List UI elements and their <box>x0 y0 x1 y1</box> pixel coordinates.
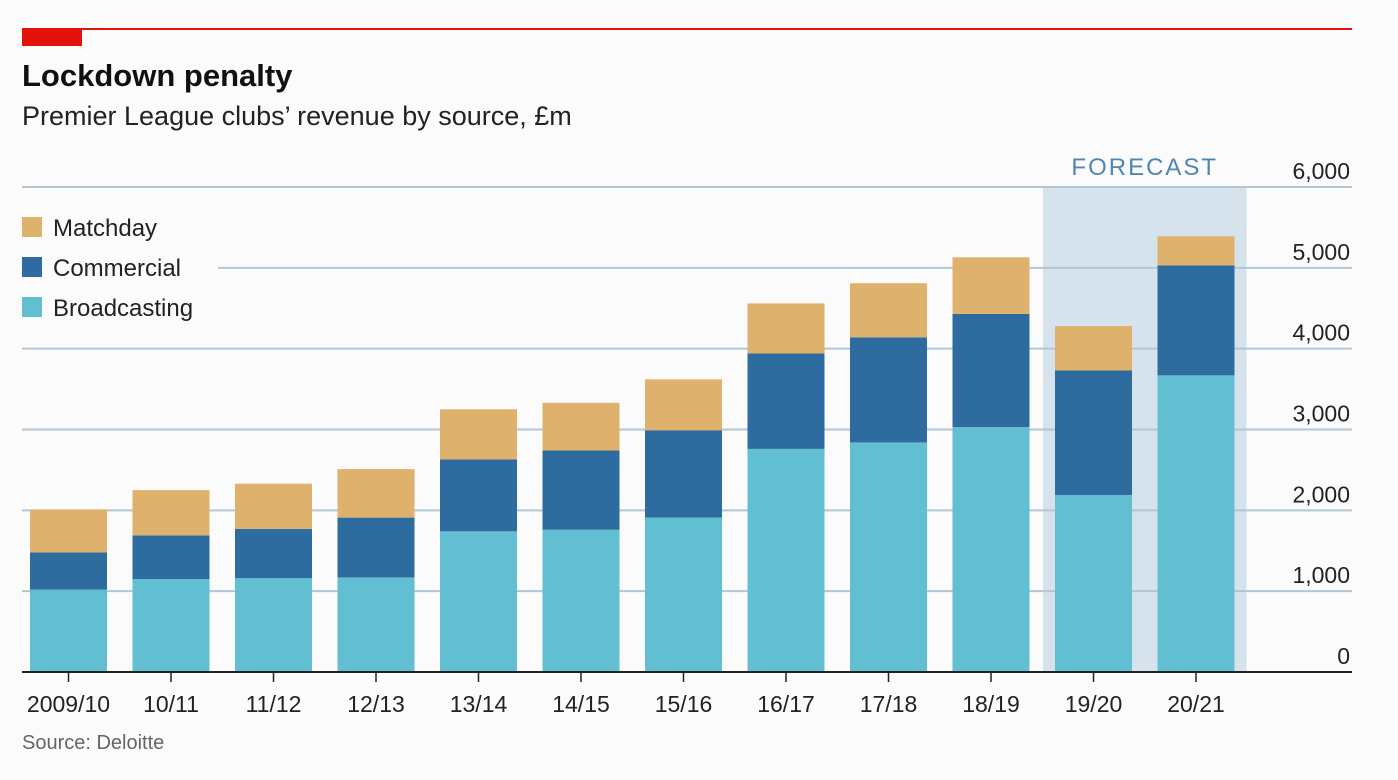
bar-broadcasting <box>542 529 620 672</box>
y-tick-label: 0 <box>1337 643 1350 669</box>
forecast-label: FORECAST <box>1071 154 1218 181</box>
bar-broadcasting <box>1157 375 1235 672</box>
bar-broadcasting <box>337 577 415 672</box>
bar-commercial <box>337 517 415 578</box>
y-tick-label: 3,000 <box>1292 401 1350 427</box>
bar-commercial <box>952 313 1030 428</box>
bar-broadcasting <box>1055 494 1132 672</box>
legend-label-broadcasting: Broadcasting <box>53 295 193 322</box>
x-tick-label: 19/20 <box>1065 691 1123 717</box>
chart-title: Lockdown penalty <box>22 58 293 93</box>
bar-matchday <box>747 303 825 354</box>
bar-matchday <box>337 469 415 518</box>
bar-matchday <box>235 483 312 529</box>
y-tick-label: 6,000 <box>1292 158 1350 184</box>
bar-broadcasting <box>440 531 517 672</box>
brand-tag <box>22 28 82 46</box>
x-tick-label: 18/19 <box>962 691 1020 717</box>
bar-matchday <box>30 509 107 553</box>
x-tick-label: 17/18 <box>860 691 918 717</box>
x-tick-label: 11/12 <box>246 691 302 717</box>
bar-commercial <box>440 459 517 532</box>
top-rule <box>22 28 1352 30</box>
legend-label-matchday: Matchday <box>53 215 157 242</box>
legend-swatch-broadcasting <box>22 297 42 317</box>
x-tick-label: 2009/10 <box>27 691 110 717</box>
bar-matchday <box>1157 236 1235 266</box>
legend-swatch-commercial <box>22 257 42 277</box>
y-tick-label: 2,000 <box>1292 481 1350 507</box>
bar-commercial <box>850 337 927 443</box>
bar-matchday <box>645 379 722 431</box>
bar-broadcasting <box>132 579 210 672</box>
y-tick-label: 4,000 <box>1292 320 1350 346</box>
bar-commercial <box>1157 265 1235 376</box>
bar-matchday <box>952 257 1030 314</box>
bar-broadcasting <box>747 448 825 672</box>
x-tick-label: 15/16 <box>655 691 713 717</box>
x-tick-label: 13/14 <box>450 691 508 717</box>
bar-broadcasting <box>645 517 722 672</box>
bar-broadcasting <box>850 442 927 672</box>
bar-commercial <box>132 535 210 580</box>
x-tick-label: 16/17 <box>757 691 815 717</box>
bar-matchday <box>850 283 927 338</box>
bar-matchday <box>440 409 517 460</box>
bar-broadcasting <box>952 427 1030 672</box>
bar-commercial <box>235 528 312 579</box>
bar-commercial <box>542 450 620 530</box>
bar-matchday <box>542 402 620 451</box>
bar-broadcasting <box>30 589 107 672</box>
bar-commercial <box>30 552 107 590</box>
bar-broadcasting <box>235 578 312 672</box>
source-note: Source: Deloitte <box>22 732 165 754</box>
y-tick-label: 1,000 <box>1292 562 1350 588</box>
bar-commercial <box>645 430 722 518</box>
bar-commercial <box>1055 370 1132 495</box>
bar-commercial <box>747 353 825 449</box>
chart-subtitle: Premier League clubs’ revenue by source,… <box>22 101 572 131</box>
y-tick-label: 5,000 <box>1292 239 1350 265</box>
legend-swatch-matchday <box>22 217 42 237</box>
x-tick-label: 14/15 <box>552 691 610 717</box>
bar-matchday <box>132 490 210 536</box>
bar-matchday <box>1055 326 1132 371</box>
x-tick-label: 10/11 <box>143 691 199 717</box>
x-tick-label: 12/13 <box>347 691 405 717</box>
x-tick-label: 20/21 <box>1167 691 1225 717</box>
legend-label-commercial: Commercial <box>53 255 181 282</box>
